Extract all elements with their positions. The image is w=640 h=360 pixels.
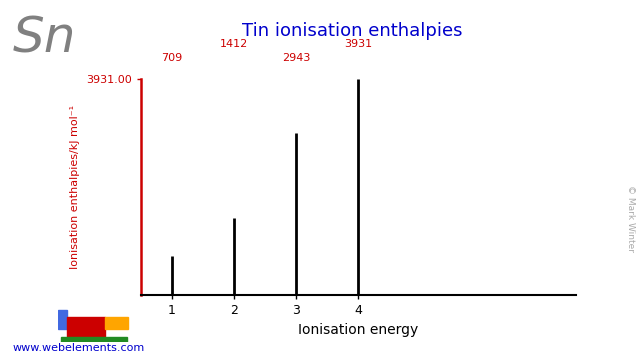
- Text: Sn: Sn: [13, 14, 76, 62]
- Text: 2943: 2943: [282, 53, 310, 63]
- Text: 3931: 3931: [344, 39, 372, 49]
- Text: 1412: 1412: [220, 39, 248, 49]
- Bar: [61, 337, 127, 342]
- Y-axis label: Ionisation enthalpies/kJ mol⁻¹: Ionisation enthalpies/kJ mol⁻¹: [70, 105, 81, 269]
- Text: © Mark Winter: © Mark Winter: [626, 185, 635, 252]
- Bar: [67, 317, 105, 337]
- Bar: [58, 310, 67, 329]
- X-axis label: Ionisation energy: Ionisation energy: [298, 323, 419, 337]
- Text: www.webelements.com: www.webelements.com: [13, 343, 145, 353]
- Text: 709: 709: [161, 53, 182, 63]
- Text: Tin ionisation enthalpies: Tin ionisation enthalpies: [242, 22, 462, 40]
- Bar: [105, 317, 128, 329]
